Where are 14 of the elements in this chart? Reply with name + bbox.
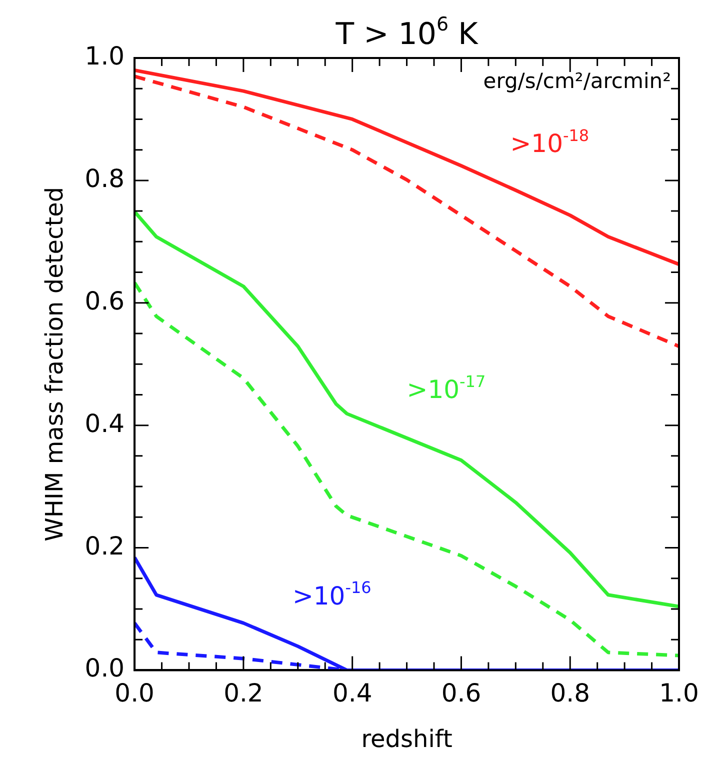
y-tick-label: 0.6 [84,286,125,316]
x-axis-title: redshift [361,724,452,753]
y-tick-label: 0.4 [84,408,125,438]
y-tick-label: 0.2 [84,531,125,560]
x-tick-label: 0.6 [441,678,482,708]
x-tick-label: 1.0 [659,678,699,708]
y-tick-label: 1.0 [84,42,125,70]
x-tick-label: 0.4 [332,678,372,708]
x-tick-label: 0.8 [550,678,590,708]
line-series [134,280,679,658]
annotation: erg/s/cm²/arcmin² [483,69,672,93]
y-axis-title: WHIM mass fraction detected [40,186,69,542]
x-tick-label: 0.2 [224,678,264,708]
y-tick-label: 0.8 [84,164,125,193]
